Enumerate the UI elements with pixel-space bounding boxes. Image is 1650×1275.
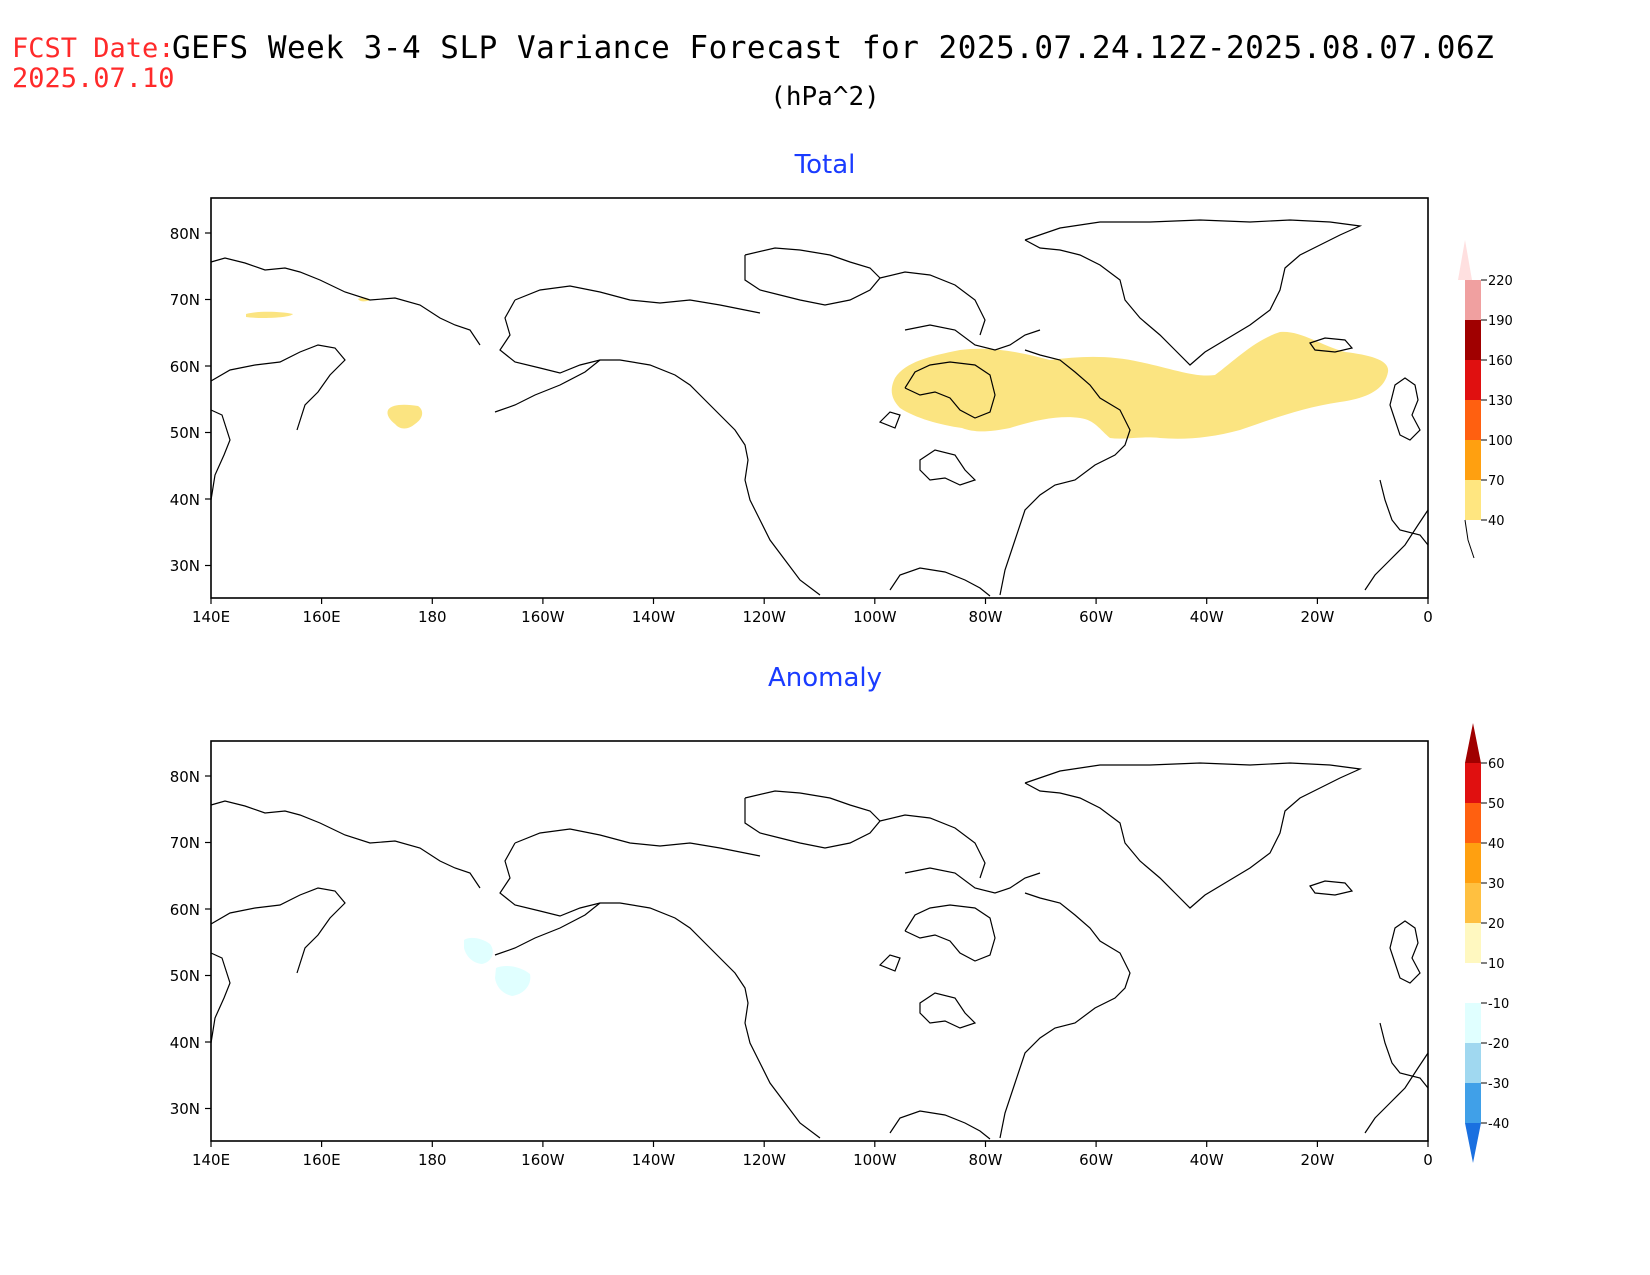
- anomaly-aleutian-patch-1: [464, 937, 493, 964]
- anomaly-colorbar: 60 50 40 30 20 10 -10 -20 -30 -40: [1465, 723, 1509, 1163]
- anomaly-colorbar-label: 20: [1488, 917, 1505, 932]
- total-lat-label: 50N: [170, 424, 200, 442]
- total-colorbar-label: 190: [1488, 314, 1513, 329]
- anomaly-colorbar-swatch: [1465, 923, 1481, 963]
- panel-title-anomaly: Anomaly: [767, 663, 883, 693]
- anomaly-lon-label: 40W: [1190, 1151, 1224, 1169]
- anomaly-colorbar-bottom-tip: [1465, 1123, 1481, 1163]
- total-lon-label: 100W: [853, 608, 897, 626]
- total-bering-patch: [387, 404, 423, 429]
- total-lat-label: 60N: [170, 358, 200, 376]
- anomaly-colorbar-label: 50: [1488, 797, 1505, 812]
- total-colorbar-swatch: [1465, 280, 1481, 320]
- anomaly-lon-label: 160W: [521, 1151, 565, 1169]
- total-lat-label: 80N: [170, 225, 200, 243]
- total-lon-label: 40W: [1190, 608, 1224, 626]
- anomaly-aleutian-patch-2: [495, 966, 531, 996]
- main-title: GEFS Week 3-4 SLP Variance Forecast for …: [172, 30, 1495, 66]
- anomaly-lon-label: 160E: [303, 1151, 341, 1169]
- anomaly-lat-axis: [205, 775, 211, 1110]
- total-colorbar-swatch: [1465, 400, 1481, 440]
- anomaly-lon-label: 140W: [632, 1151, 676, 1169]
- anomaly-colorbar-label: 30: [1488, 877, 1505, 892]
- anomaly-map-frame: [210, 740, 1429, 1142]
- anomaly-colorbar-label: -10: [1488, 997, 1509, 1012]
- anomaly-colorbar-swatch: [1465, 1003, 1481, 1043]
- anomaly-lon-label: 140E: [192, 1151, 230, 1169]
- total-colorbar-swatch: [1465, 440, 1481, 480]
- total-colorbar-label: 100: [1488, 434, 1513, 449]
- anomaly-lon-label: 120W: [742, 1151, 786, 1169]
- anomaly-lat-label: 80N: [170, 768, 200, 786]
- anomaly-lon-label: 0: [1423, 1151, 1433, 1169]
- total-colorbar-label: 40: [1488, 514, 1505, 529]
- anomaly-lon-axis: [210, 1141, 1429, 1147]
- total-lon-label: 80W: [969, 608, 1003, 626]
- total-colorbar-swatch: [1465, 480, 1481, 520]
- anomaly-colorbar-label: 60: [1488, 757, 1505, 772]
- total-atlantic-band: [891, 331, 1389, 439]
- total-siberia-patch: [246, 311, 293, 318]
- total-lat-label: 70N: [170, 291, 200, 309]
- total-lon-label: 0: [1423, 608, 1433, 626]
- fcst-label: FCST Date:: [12, 33, 175, 64]
- anomaly-colorbar-swatch: [1465, 803, 1481, 843]
- units-label: (hPa^2): [770, 82, 880, 112]
- anomaly-lon-label: 80W: [969, 1151, 1003, 1169]
- anomaly-lat-label: 70N: [170, 834, 200, 852]
- total-lon-axis: [210, 598, 1429, 604]
- anomaly-colorbar-top-tip: [1465, 723, 1481, 763]
- anomaly-lat-label: 40N: [170, 1034, 200, 1052]
- total-lat-label: 30N: [170, 557, 200, 575]
- total-coastlines: [210, 219, 1429, 597]
- anomaly-coastlines: [210, 762, 1429, 1140]
- anomaly-lat-label: 60N: [170, 901, 200, 919]
- anomaly-colorbar-swatch: [1465, 763, 1481, 803]
- total-lon-label: 20W: [1300, 608, 1334, 626]
- total-lon-label: 160W: [521, 608, 565, 626]
- fcst-date-value: 2025.07.10: [12, 63, 175, 94]
- anomaly-panel: 80N 70N 60N 50N 40N 30N 140E 160E 180 16…: [170, 723, 1509, 1169]
- total-lat-axis: [205, 232, 211, 567]
- anomaly-lon-label: 180: [418, 1151, 447, 1169]
- anomaly-colorbar-label: -20: [1488, 1037, 1509, 1052]
- total-colorbar-label: 130: [1488, 394, 1513, 409]
- total-lon-label: 120W: [742, 608, 786, 626]
- total-lat-label: 40N: [170, 491, 200, 509]
- total-colorbar-swatch: [1465, 320, 1481, 360]
- anomaly-colorbar-label: 40: [1488, 837, 1505, 852]
- anomaly-lon-label: 60W: [1079, 1151, 1113, 1169]
- anomaly-colorbar-swatch: [1465, 1043, 1481, 1083]
- total-colorbar-bottom-tip: [1464, 519, 1475, 559]
- anomaly-lon-label: 100W: [853, 1151, 897, 1169]
- anomaly-colorbar-label: -40: [1488, 1117, 1509, 1132]
- total-colorbar-label: 160: [1488, 354, 1513, 369]
- total-panel: 80N 70N 60N 50N 40N 30N 140E 160E 180 16…: [170, 197, 1513, 626]
- anomaly-lat-label: 30N: [170, 1100, 200, 1118]
- anomaly-lat-label: 50N: [170, 967, 200, 985]
- total-colorbar: 220 190 160 130 100 70 40: [1458, 240, 1513, 559]
- panel-title-total: Total: [794, 150, 856, 180]
- anomaly-colorbar-swatch: [1465, 843, 1481, 883]
- anomaly-lon-label: 20W: [1300, 1151, 1334, 1169]
- total-lon-label: 140W: [632, 608, 676, 626]
- total-colorbar-label: 220: [1488, 274, 1513, 289]
- total-lon-label: 160E: [303, 608, 341, 626]
- total-map-frame: [210, 197, 1429, 599]
- total-lon-label: 140E: [192, 608, 230, 626]
- total-colorbar-swatch: [1465, 360, 1481, 400]
- total-lon-label: 180: [418, 608, 447, 626]
- total-colorbar-top-tip: [1458, 240, 1472, 280]
- anomaly-colorbar-swatch: [1465, 963, 1481, 1003]
- fcst-date: FCST Date: 2025.07.10: [12, 34, 175, 94]
- anomaly-colorbar-label: -30: [1488, 1077, 1509, 1092]
- anomaly-colorbar-swatch: [1465, 1083, 1481, 1123]
- anomaly-colorbar-swatch: [1465, 883, 1481, 923]
- total-colorbar-label: 70: [1488, 474, 1505, 489]
- anomaly-colorbar-label: 10: [1488, 957, 1505, 972]
- total-lon-label: 60W: [1079, 608, 1113, 626]
